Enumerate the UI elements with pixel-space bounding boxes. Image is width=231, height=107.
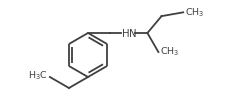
Text: $\mathsf{CH_3}$: $\mathsf{CH_3}$ <box>160 46 180 58</box>
Text: $\mathsf{HN}$: $\mathsf{HN}$ <box>121 27 137 39</box>
Text: $\mathsf{H_3C}$: $\mathsf{H_3C}$ <box>28 70 48 82</box>
Text: $\mathsf{CH_3}$: $\mathsf{CH_3}$ <box>185 6 205 19</box>
